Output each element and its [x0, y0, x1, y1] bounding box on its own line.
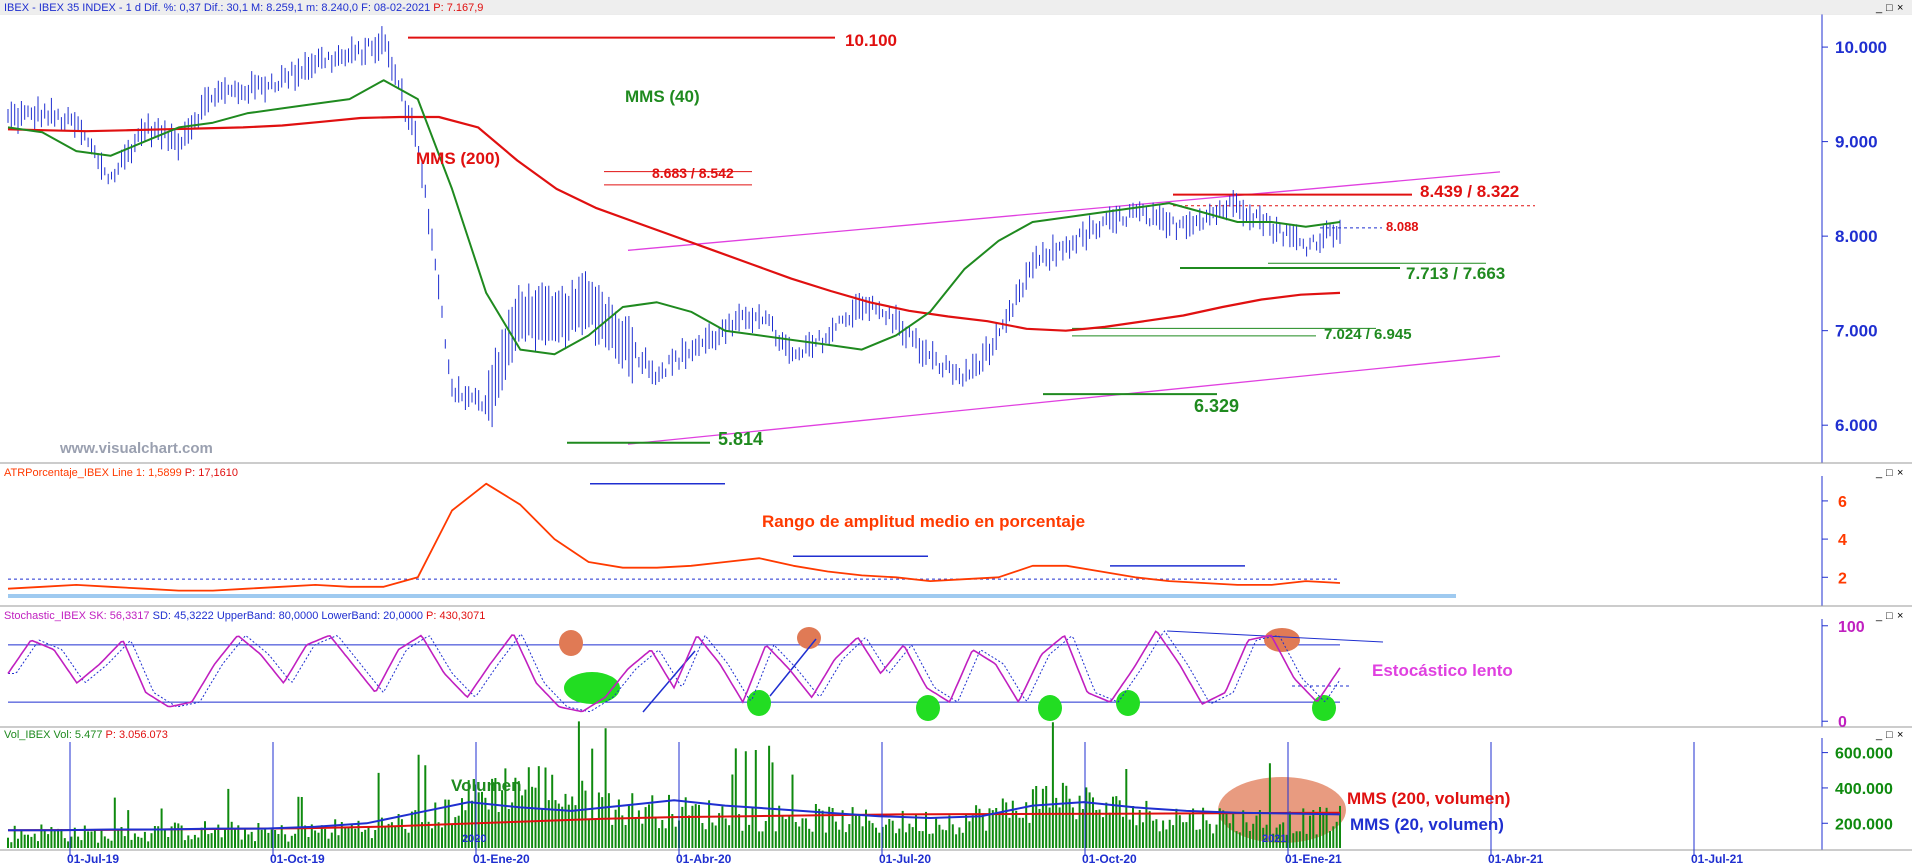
close-icon[interactable]: × [1897, 2, 1903, 14]
minimize-icon[interactable]: _ [1875, 467, 1883, 479]
header-field: P: 430,3071 [423, 610, 485, 622]
x-tick-label: 01-Jul-19 [67, 852, 119, 866]
axes: 6.000 7.000 8.000 9.000 10.000 2 4 6 0 100 200.000… [67, 38, 1893, 866]
vol-ma20-label: MMS (20, volumen) [1350, 815, 1504, 834]
x-tick-label: 01-Abr-20 [676, 852, 732, 866]
price-tick-label: 6.000 [1835, 416, 1878, 435]
watermark: www.visualchart.com [59, 440, 213, 457]
atr-window-controls[interactable]: _ □ × [1875, 467, 1903, 479]
atr-tick-label: 6 [1838, 494, 1847, 511]
lower-trend-channel [627, 355, 1501, 445]
stochastic-trend-line [769, 638, 817, 697]
header-field: LowerBand: 20,0000 [318, 610, 423, 622]
stochastic-sk-line [7, 630, 1341, 713]
price-tick-label: 7.000 [1835, 322, 1878, 341]
x-tick-label: 01-Oct-19 [270, 852, 325, 866]
x-tick-label: 01-Abr-21 [1488, 852, 1544, 866]
price-tick-label: 8.000 [1835, 227, 1878, 246]
volume-window-controls[interactable]: _ □ × [1875, 729, 1903, 741]
x-tick-label: 01-Ene-21 [1285, 852, 1342, 866]
volume-tick-label: 400.000 [1835, 781, 1893, 798]
header-field: F: 08-02-2021 [358, 2, 430, 14]
overbought-marker [559, 630, 583, 656]
oversold-marker [916, 695, 940, 721]
price-tick-label: 9.000 [1835, 133, 1878, 152]
minimize-icon[interactable]: _ [1875, 2, 1883, 14]
maximize-icon[interactable]: □ [1886, 467, 1893, 479]
atr-tick-label: 2 [1838, 570, 1847, 587]
header-field: Vol_IBEX Vol: 5.477 [4, 729, 102, 741]
price-panel-header: IBEX - IBEX 35 INDEX - 1 d Dif. %: 0,37 … [4, 2, 483, 14]
price-header-strip [0, 0, 1912, 14]
upper-trend-channel [627, 171, 1501, 251]
stochastic-description-label: Estocástico lento [1372, 661, 1513, 680]
header-field: SD: 45,3222 [150, 610, 214, 622]
volume-tick-label: 600.000 [1835, 746, 1893, 763]
x-tick-label: 01-Jul-20 [879, 852, 931, 866]
level-5814-label: 5.814 [718, 429, 763, 449]
vol-ma200-label: MMS (200, volumen) [1347, 789, 1510, 808]
volume-label: Volumen [451, 776, 522, 795]
oversold-marker [1312, 695, 1336, 721]
header-field: Dif. %: 0,37 [141, 2, 201, 14]
atr-tick-label: 4 [1838, 532, 1847, 549]
volume-tick-label: 200.000 [1835, 816, 1893, 833]
close-icon[interactable]: × [1897, 729, 1903, 741]
x-tick-label: 01-Jul-21 [1691, 852, 1743, 866]
atr-panel-header: ATRPorcentaje_IBEX Line 1: 1,5899 P: 17,… [4, 467, 238, 479]
x-tick-label: 01-Ene-20 [473, 852, 530, 866]
mms40-line [7, 79, 1341, 356]
minimize-icon[interactable]: _ [1875, 729, 1883, 741]
stochastic-window-controls[interactable]: _ □ × [1875, 610, 1903, 622]
level-10100-label: 10.100 [845, 31, 897, 50]
vol-ma20-line [8, 799, 1341, 832]
level-7713-label: 7.713 / 7.663 [1406, 264, 1505, 283]
year-2020-label: 2020 [462, 833, 486, 845]
volume-panel-header: Vol_IBEX Vol: 5.477 P: 3.056.073 [4, 729, 168, 741]
x-tick-label: 01-Oct-20 [1082, 852, 1137, 866]
header-field: Dif.: 30,1 [201, 2, 248, 14]
maximize-icon[interactable]: □ [1886, 610, 1893, 622]
price-window-controls[interactable]: _ □ × [1875, 2, 1903, 14]
oversold-marker [747, 690, 771, 716]
level-8683-label: 8.683 / 8.542 [652, 165, 734, 181]
mms40-label: MMS (40) [625, 87, 700, 106]
header-field: P: 3.056.073 [102, 729, 167, 741]
atr-description-label: Rango de amplitud medio en porcentaje [762, 512, 1085, 531]
header-field: m: 8.240,0 [303, 2, 358, 14]
oversold-marker [1038, 695, 1062, 721]
level-8088-label: 8.088 [1386, 219, 1419, 234]
price-tick-label: 10.000 [1835, 38, 1887, 57]
maximize-icon[interactable]: □ [1886, 729, 1893, 741]
level-6329-label: 6.329 [1194, 396, 1239, 416]
oversold-marker [1116, 690, 1140, 716]
header-field: Stochastic_IBEX SK: 56,3317 [4, 610, 150, 622]
maximize-icon[interactable]: □ [1886, 2, 1893, 14]
close-icon[interactable]: × [1897, 467, 1903, 479]
stochastic-tick-label: 100 [1838, 619, 1865, 636]
level-7024-label: 7.024 / 6.945 [1324, 326, 1412, 343]
stochastic-panel-header: Stochastic_IBEX SK: 56,3317 SD: 45,3222 … [4, 610, 485, 622]
header-field: UpperBand: 80,0000 [214, 610, 319, 622]
year-2021-label: 2021 [1262, 833, 1286, 845]
header-field: P: 17,1610 [182, 467, 238, 479]
mms200-label: MMS (200) [416, 149, 500, 168]
close-icon[interactable]: × [1897, 610, 1903, 622]
header-field: ATRPorcentaje_IBEX Line 1: 1,5899 [4, 467, 182, 479]
minimize-icon[interactable]: _ [1875, 610, 1883, 622]
header-field: P: 7.167,9 [430, 2, 483, 14]
level-8439-label: 8.439 / 8.322 [1420, 182, 1519, 201]
volume-panel [7, 721, 1346, 848]
stochastic-panel [7, 627, 1384, 721]
atr-line [7, 482, 1341, 592]
header-field: IBEX - IBEX 35 INDEX - 1 d [4, 2, 141, 14]
stochastic-sd-line [8, 630, 1341, 713]
header-field: M: 8.259,1 [248, 2, 303, 14]
mms200-line [7, 115, 1341, 332]
atr-panel [7, 482, 1456, 598]
stochastic-tick-label: 0 [1838, 714, 1847, 731]
price-panel [7, 26, 1535, 445]
overbought-marker [797, 627, 821, 649]
